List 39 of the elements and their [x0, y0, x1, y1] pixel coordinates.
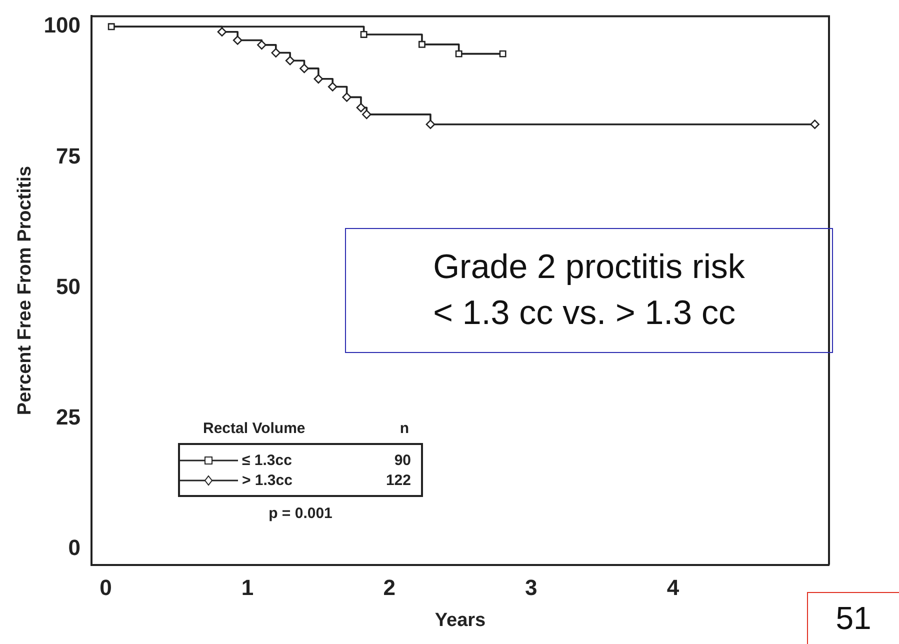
- annotation: p = 0.001: [268, 504, 334, 522]
- point: [271, 48, 281, 58]
- point: [362, 110, 372, 120]
- x-tick-label: 0: [100, 575, 112, 600]
- point: [314, 74, 324, 84]
- point: [360, 31, 368, 38]
- point: [342, 92, 352, 102]
- point: [108, 23, 115, 30]
- annotation: n: [400, 420, 409, 437]
- y-tick-label: 100: [44, 12, 81, 38]
- y-axis-title: Percent Free From Proctitis: [14, 166, 36, 416]
- y-tick-label: 50: [56, 274, 81, 299]
- point: [418, 40, 426, 48]
- y-tick-label: 25: [56, 404, 81, 430]
- x-tick-label: 1: [241, 575, 254, 600]
- x-tick-label: 3: [525, 575, 538, 600]
- annotation: 122: [386, 472, 411, 488]
- legend-label: ≤ 1.3cc: [242, 452, 293, 468]
- x-tick-label: 2: [383, 575, 396, 600]
- x-axis-title: Years: [434, 610, 486, 631]
- point: [810, 120, 820, 130]
- point: [455, 50, 462, 58]
- point: [257, 40, 266, 50]
- text: 51: [807, 592, 899, 644]
- annotation: 90: [394, 452, 411, 468]
- y-tick-label: 0: [68, 535, 81, 560]
- point: [300, 64, 309, 74]
- legend-label: > 1.3cc: [242, 472, 294, 488]
- point: [426, 120, 436, 130]
- annotation: Grade 2 proctitis risk < 1.3 cc vs. > 1.3 cc: [345, 228, 833, 353]
- y-tick-label: 75: [56, 143, 81, 168]
- point: [217, 27, 227, 37]
- x-tick-label: 4: [666, 575, 680, 600]
- point: [232, 36, 242, 45]
- legend-title: Rectal Volume: [203, 420, 306, 437]
- point: [285, 56, 295, 66]
- point: [499, 50, 506, 58]
- point: [356, 102, 366, 112]
- point: [328, 82, 338, 92]
